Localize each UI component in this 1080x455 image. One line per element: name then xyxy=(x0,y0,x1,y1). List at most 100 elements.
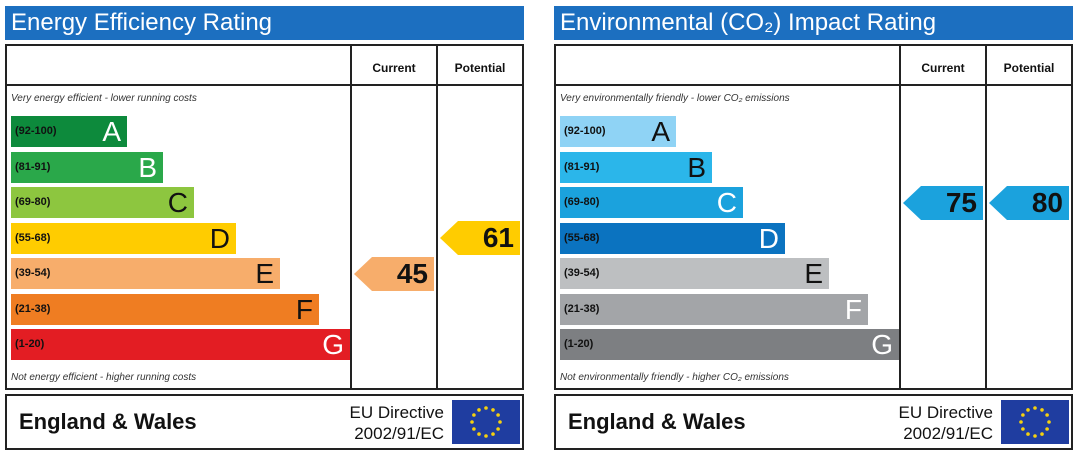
column-divider xyxy=(899,46,901,388)
eu-flag-icon xyxy=(1001,400,1069,444)
band-b: (81-91) B xyxy=(11,151,163,183)
band-c: (69-80) C xyxy=(560,187,743,218)
current-score-value: 45 xyxy=(396,257,428,289)
eu-star xyxy=(470,420,474,424)
band-b: (81-91) B xyxy=(560,151,712,183)
environmental-impact-chart: Environmental (CO₂) Impact Rating Curren… xyxy=(554,6,1073,450)
column-divider xyxy=(436,46,438,388)
rating-frame: Current Potential Very energy efficient … xyxy=(5,44,524,390)
eu-star xyxy=(1021,413,1025,417)
current-score-arrow: 45 xyxy=(354,256,434,291)
eu-star xyxy=(1047,420,1051,424)
band-letter-label: D xyxy=(209,222,230,254)
band-g: (1-20) G xyxy=(560,329,899,360)
directive-line-1: EU Directive xyxy=(349,403,444,422)
chart-footer: England & Wales EU Directive 2002/91/EC xyxy=(5,394,524,450)
eu-star xyxy=(477,408,481,412)
eu-star xyxy=(1045,427,1049,431)
potential-score-value: 80 xyxy=(1031,186,1063,218)
chart-title: Energy Efficiency Rating xyxy=(5,6,524,40)
eu-star xyxy=(1045,413,1049,417)
eu-flag-icon xyxy=(452,400,520,444)
band-letter-label: F xyxy=(295,293,313,325)
band-e: (39-54) E xyxy=(560,258,829,289)
band-letter-label: G xyxy=(871,329,893,360)
bottom-note: Not environmentally friendly - higher CO… xyxy=(560,372,789,383)
band-range-label: (1-20) xyxy=(15,338,45,350)
potential-score-arrow-shape xyxy=(440,221,520,255)
band-range-label: (92-100) xyxy=(15,125,57,137)
chart-title: Environmental (CO₂) Impact Rating xyxy=(554,6,1073,40)
band-letter-label: D xyxy=(758,222,779,254)
band-letter-label: F xyxy=(844,293,862,325)
band-e: (39-54) E xyxy=(11,258,280,289)
band-g: (1-20) G xyxy=(11,329,350,360)
band-letter-label: C xyxy=(716,187,737,218)
potential-column-header: Potential xyxy=(454,61,506,75)
top-note: Very energy efficient - lower running co… xyxy=(11,93,197,104)
eu-star xyxy=(1033,406,1037,410)
band-range-label: (21-38) xyxy=(564,302,600,315)
current-score-arrow-shape xyxy=(354,256,434,291)
chart-footer: England & Wales EU Directive 2002/91/EC xyxy=(554,394,1073,450)
eu-star xyxy=(496,427,500,431)
eu-flag-stars xyxy=(470,406,502,438)
eu-star xyxy=(491,408,495,412)
potential-score-arrow: 80 xyxy=(989,185,1069,220)
band-range-label: (1-20) xyxy=(564,338,594,350)
current-column-header: Current xyxy=(921,61,965,75)
column-divider xyxy=(985,46,987,388)
band-range-label: (81-91) xyxy=(564,160,600,173)
band-f: (21-38) F xyxy=(11,293,319,325)
potential-column-header: Potential xyxy=(1003,61,1055,75)
eu-star xyxy=(472,413,476,417)
band-a: (92-100) A xyxy=(560,116,676,147)
band-range-label: (21-38) xyxy=(15,302,51,315)
current-score-arrow-shape xyxy=(903,185,983,220)
eu-star xyxy=(1040,408,1044,412)
band-range-label: (55-68) xyxy=(564,231,600,244)
directive-label: EU Directive 2002/91/EC xyxy=(853,402,993,444)
band-letter-label: E xyxy=(804,258,823,289)
eu-star xyxy=(1026,432,1030,436)
eu-star xyxy=(1021,427,1025,431)
column-divider xyxy=(350,46,352,388)
eu-star xyxy=(484,434,488,438)
eu-star xyxy=(1026,408,1030,412)
header-divider xyxy=(556,84,1071,86)
band-letter-label: E xyxy=(255,258,274,289)
band-d: (55-68) D xyxy=(560,222,785,254)
energy-efficiency-chart: Energy Efficiency Rating Current Potenti… xyxy=(5,6,524,450)
eu-star xyxy=(477,432,481,436)
band-letter-label: B xyxy=(687,151,706,183)
region-label: England & Wales xyxy=(19,409,197,434)
current-column-header: Current xyxy=(372,61,416,75)
eu-star xyxy=(484,406,488,410)
directive-line-1: EU Directive xyxy=(898,403,993,422)
eu-star xyxy=(1040,432,1044,436)
bottom-note: Not energy efficient - higher running co… xyxy=(11,372,197,383)
potential-score-arrow-shape xyxy=(989,185,1069,220)
band-range-label: (39-54) xyxy=(15,267,51,279)
potential-score-value: 61 xyxy=(482,222,514,253)
band-range-label: (92-100) xyxy=(564,125,606,137)
eu-star xyxy=(1019,420,1023,424)
directive-line-2: 2002/91/EC xyxy=(354,424,444,443)
band-letter-label: G xyxy=(322,329,344,360)
directive-line-2: 2002/91/EC xyxy=(903,424,993,443)
band-letter-label: A xyxy=(651,116,670,147)
eu-star xyxy=(498,420,502,424)
band-letter-label: C xyxy=(167,187,188,218)
band-range-label: (81-91) xyxy=(15,160,51,173)
current-score-arrow: 75 xyxy=(903,185,983,220)
rating-frame: Current Potential Very environmentally f… xyxy=(554,44,1073,390)
band-range-label: (39-54) xyxy=(564,267,600,279)
band-range-label: (69-80) xyxy=(564,196,600,208)
eu-flag-stars xyxy=(1019,406,1051,438)
eu-star xyxy=(1033,434,1037,438)
band-a: (92-100) A xyxy=(11,116,127,147)
band-letter-label: A xyxy=(102,116,121,147)
band-f: (21-38) F xyxy=(560,293,868,325)
band-range-label: (55-68) xyxy=(15,231,51,244)
band-d: (55-68) D xyxy=(11,222,236,254)
